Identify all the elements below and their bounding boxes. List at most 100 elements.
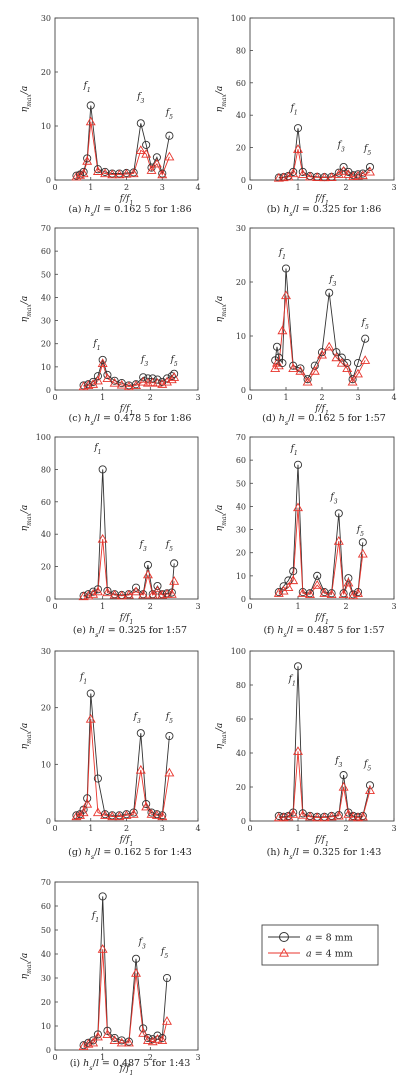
- data-point-a8: [298, 809, 307, 818]
- data-point-a4: [152, 1034, 163, 1043]
- data-point-a8: [358, 538, 367, 547]
- x-tick-label: 0: [52, 824, 57, 833]
- data-point-a8: [281, 264, 291, 273]
- y-tick-label: 10: [41, 760, 51, 769]
- peak-label-f1: f1: [91, 911, 99, 924]
- data-point-a4: [343, 169, 354, 178]
- data-point-a4: [123, 1037, 134, 1047]
- series-line-a4: [76, 121, 170, 178]
- panel-caption: (g) hs/l = 0.162 5 for 1:43: [68, 847, 192, 861]
- data-point-a8: [298, 167, 307, 176]
- y-tick-label: 100: [231, 14, 246, 23]
- data-point-a4: [92, 1031, 103, 1041]
- data-point-a8: [325, 288, 334, 297]
- data-point-a8: [148, 374, 157, 383]
- series-line-a4: [274, 295, 366, 383]
- panel-caption: (e) hs/l = 0.325 for 1:57: [73, 625, 187, 639]
- y-axis-label: ηmax/a: [215, 86, 228, 112]
- data-point-a4: [157, 811, 168, 821]
- data-point-a4: [157, 379, 168, 388]
- y-tick-label: 100: [231, 647, 246, 656]
- peak-label-f5: f5: [361, 318, 369, 331]
- data-point-a8: [317, 348, 327, 357]
- data-point-a8: [103, 1026, 112, 1035]
- peak-label-f5: f5: [160, 947, 168, 960]
- data-point-a4: [97, 944, 108, 953]
- data-point-a4: [273, 812, 284, 822]
- data-point-a4: [343, 577, 354, 587]
- data-point-a8: [152, 153, 161, 162]
- y-axis-label: ηmax/a: [20, 86, 33, 112]
- x-tick-label: 0: [52, 183, 57, 192]
- y-tick-label: 30: [236, 526, 246, 535]
- x-tick-label: 4: [195, 824, 200, 833]
- data-point-a4: [324, 341, 335, 351]
- y-tick-label: 20: [236, 783, 246, 792]
- y-tick-label: 10: [41, 122, 51, 131]
- data-point-a4: [92, 586, 103, 596]
- peak-label-f5: f5: [170, 355, 178, 368]
- data-point-a4: [312, 172, 323, 182]
- y-tick-label: 0: [241, 386, 246, 395]
- x-tick-label: 3: [391, 602, 396, 611]
- data-point-a4: [297, 588, 308, 597]
- data-point-a4: [360, 355, 371, 364]
- data-point-a4: [319, 812, 330, 822]
- data-point-a4: [100, 168, 111, 178]
- data-point-a8: [339, 162, 348, 172]
- y-tick-label: 0: [241, 595, 246, 604]
- plot-frame: [249, 227, 395, 391]
- data-point-a8: [143, 560, 152, 570]
- data-point-a4: [75, 170, 86, 179]
- series-line-a8: [83, 469, 175, 597]
- data-point-a4: [277, 325, 288, 335]
- data-point-a4: [270, 363, 281, 372]
- x-tick-label: 2: [148, 393, 153, 402]
- data-point-a4: [342, 363, 353, 372]
- y-tick-label: 60: [236, 79, 246, 88]
- x-tick-label: 3: [195, 602, 200, 611]
- panel-caption: (h) hs/l = 0.325 for 1:43: [267, 847, 382, 861]
- panel-caption: (d) hs/l = 0.162 5 for 1:57: [262, 413, 386, 427]
- y-tick-label: 30: [41, 647, 51, 656]
- x-tick-label: 3: [391, 824, 396, 833]
- data-point-a4: [142, 569, 153, 579]
- data-point-a8: [83, 794, 92, 803]
- data-point-a4: [288, 575, 299, 585]
- chart-panel-4: 0 1 2 3 4 0 10 20 30 f/f1 ηmax/a f1 f3 f5 (d) hs/l = 0…: [215, 224, 397, 427]
- data-point-a4: [338, 165, 349, 175]
- data-point-a4: [85, 713, 96, 723]
- data-point-a4: [353, 368, 363, 378]
- plot-frame: [249, 650, 395, 822]
- x-axis-label: f/f1: [314, 194, 329, 207]
- data-point-a4: [114, 169, 125, 179]
- data-point-a4: [338, 781, 349, 791]
- data-point-a4: [169, 576, 180, 585]
- data-point-a4: [123, 589, 134, 599]
- data-point-a4: [297, 809, 308, 819]
- data-point-a4: [305, 171, 315, 181]
- series-line-a8: [278, 666, 371, 818]
- data-point-a4: [317, 349, 327, 359]
- data-point-a8: [293, 124, 303, 133]
- x-tick-label: 0: [52, 1053, 57, 1062]
- x-tick-label: 3: [160, 824, 165, 833]
- x-tick-label: 3: [355, 393, 360, 402]
- data-point-a8: [89, 1036, 98, 1045]
- y-tick-label: 20: [236, 278, 246, 287]
- data-point-a8: [289, 167, 298, 176]
- data-point-a8: [136, 119, 145, 128]
- data-point-a8: [348, 375, 357, 384]
- data-point-a8: [167, 588, 176, 597]
- data-point-a4: [293, 502, 303, 512]
- x-axis-label: f/f1: [314, 835, 329, 848]
- data-point-a4: [326, 811, 337, 821]
- data-point-a4: [302, 376, 313, 386]
- peak-label-f5: f5: [363, 760, 371, 773]
- y-tick-label: 10: [41, 1022, 51, 1031]
- data-point-a8: [361, 334, 370, 343]
- data-point-a4: [75, 810, 86, 819]
- data-point-a4: [107, 169, 118, 179]
- data-point-a8: [93, 585, 102, 594]
